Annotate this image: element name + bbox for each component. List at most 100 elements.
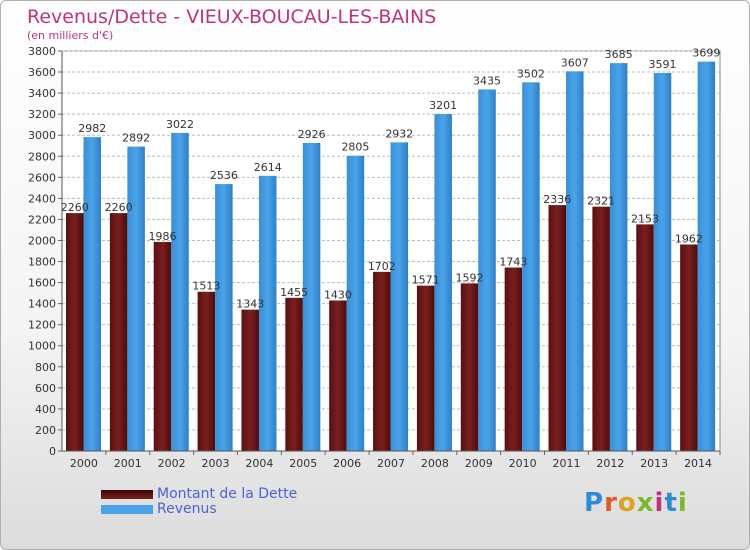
proxiti-logo: Proxiti (584, 488, 688, 518)
bar-revenus (697, 61, 716, 451)
legend-swatch-dette (101, 490, 153, 499)
y-tick-label: 400 (35, 403, 56, 416)
data-label-dette: 1430 (324, 288, 352, 301)
data-label-dette: 2153 (631, 212, 659, 225)
y-tick-label: 3800 (28, 45, 56, 58)
data-label-dette: 1962 (675, 232, 703, 245)
x-tick-label: 2006 (333, 457, 361, 470)
data-label-revenus: 2926 (298, 128, 326, 141)
y-tick-label: 3000 (28, 129, 56, 142)
data-label-revenus: 2536 (210, 169, 238, 182)
y-tick-label: 1000 (28, 340, 56, 353)
bar-revenus (346, 155, 365, 451)
data-label-revenus: 3685 (605, 48, 633, 61)
data-label-revenus: 3607 (561, 56, 589, 69)
bar-revenus (302, 143, 321, 451)
x-tick-label: 2001 (114, 457, 142, 470)
y-tick-label: 1200 (28, 319, 56, 332)
x-tick-label: 2007 (377, 457, 405, 470)
logo-letter: t (664, 488, 678, 518)
bar-dette (636, 224, 654, 451)
bar-revenus (566, 71, 584, 451)
x-tick-label: 2012 (596, 457, 624, 470)
bar-dette (197, 291, 216, 451)
x-tick-label: 2011 (552, 457, 580, 470)
bar-dette (416, 285, 435, 451)
y-tick-label: 600 (35, 382, 56, 395)
x-tick-label: 2005 (289, 457, 317, 470)
bar-dette (66, 213, 84, 451)
chart-subtitle: (en milliers d'€) (27, 29, 114, 42)
bar-dette (153, 241, 172, 451)
y-tick-label: 3200 (28, 108, 56, 121)
bar-revenus (390, 142, 409, 452)
data-label-revenus: 3502 (517, 67, 545, 80)
data-label-dette: 1571 (412, 274, 440, 287)
bar-dette (592, 206, 610, 451)
x-tick-label: 2000 (70, 457, 98, 470)
data-label-revenus: 3435 (473, 74, 501, 87)
data-label-dette: 2321 (587, 195, 615, 208)
y-tick-label: 2600 (28, 171, 56, 184)
bar-dette (680, 244, 698, 451)
x-tick-label: 2013 (640, 457, 668, 470)
legend-swatch-revenus (101, 505, 153, 514)
data-label-revenus: 2932 (385, 127, 413, 140)
y-tick-label: 2800 (28, 150, 56, 163)
data-label-revenus: 2805 (341, 141, 369, 154)
data-label-revenus: 3022 (166, 118, 194, 131)
bar-dette (460, 283, 479, 451)
data-label-dette: 1343 (236, 298, 264, 311)
data-label-revenus: 3201 (429, 99, 457, 112)
y-tick-label: 2000 (28, 234, 56, 247)
logo-letter: i (677, 488, 688, 518)
y-tick-label: 2200 (28, 213, 56, 226)
bar-revenus (653, 73, 672, 451)
bar-revenus (434, 114, 452, 451)
y-tick-label: 0 (49, 445, 56, 458)
logo-letter: P (584, 488, 605, 518)
y-tick-label: 1400 (28, 298, 56, 311)
data-label-dette: 2260 (61, 201, 89, 214)
data-label-dette: 1743 (499, 256, 527, 269)
logo-letter: i (654, 488, 665, 518)
data-label-dette: 1702 (368, 260, 396, 273)
data-label-dette: 1513 (192, 280, 220, 293)
logo-letter: x (636, 488, 655, 518)
data-label-dette: 2336 (543, 193, 571, 206)
logo-letter: r (604, 488, 618, 518)
bar-revenus (83, 137, 101, 451)
bar-revenus (609, 63, 628, 452)
x-tick-label: 2010 (509, 457, 537, 470)
bar-dette (241, 309, 259, 451)
x-tick-label: 2008 (421, 457, 449, 470)
y-tick-label: 1800 (28, 256, 56, 269)
data-label-revenus: 3591 (649, 58, 677, 71)
data-label-dette: 1455 (280, 286, 308, 299)
bar-dette (109, 213, 128, 451)
y-tick-label: 3600 (28, 66, 56, 79)
bar-dette (504, 267, 523, 451)
legend-label-revenus: Revenus (157, 501, 217, 517)
bar-revenus (215, 184, 233, 452)
bar-revenus (522, 82, 540, 452)
data-label-revenus: 2892 (122, 132, 150, 145)
bar-dette (285, 297, 303, 451)
data-label-dette: 1592 (456, 271, 484, 284)
y-tick-label: 1600 (28, 277, 56, 290)
y-tick-label: 200 (35, 424, 56, 437)
y-tick-label: 2400 (28, 192, 56, 205)
y-tick-label: 3400 (28, 87, 56, 100)
x-tick-label: 2004 (245, 457, 273, 470)
bar-dette (548, 205, 567, 451)
y-tick-label: 800 (35, 361, 56, 374)
bar-revenus (127, 146, 145, 451)
data-label-dette: 2260 (105, 201, 133, 214)
chart-title: Revenus/Dette - VIEUX-BOUCAU-LES-BAINS (27, 6, 437, 28)
bar-dette (373, 271, 391, 451)
data-label-revenus: 2982 (78, 122, 106, 135)
bar-revenus (478, 89, 496, 451)
bar-revenus (171, 132, 189, 452)
